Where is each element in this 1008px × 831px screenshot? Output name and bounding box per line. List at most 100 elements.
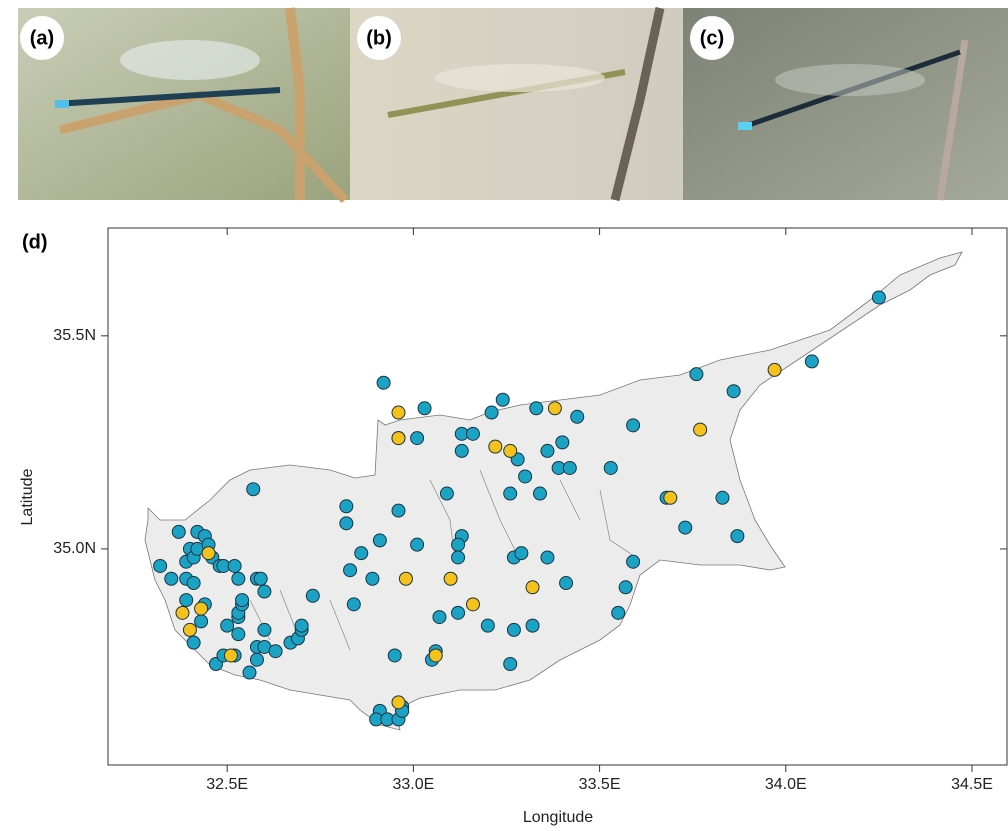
site-point <box>429 649 442 662</box>
site-point <box>344 564 357 577</box>
site-point <box>254 572 267 585</box>
site-point <box>466 427 479 440</box>
site-point <box>373 534 386 547</box>
site-point <box>269 645 282 658</box>
site-point <box>560 577 573 590</box>
page: (a) (b) (c) (d) Longitude Latitude 32.5E… <box>0 0 1008 831</box>
site-point <box>165 572 178 585</box>
site-point <box>694 423 707 436</box>
photo-a <box>18 8 350 200</box>
site-point <box>366 572 379 585</box>
site-point <box>228 559 241 572</box>
site-point <box>679 521 692 534</box>
site-point <box>452 538 465 551</box>
panel-label: (d) <box>22 231 48 253</box>
site-point <box>202 547 215 560</box>
x-tick-label: 33.0E <box>392 776 434 793</box>
site-point <box>504 487 517 500</box>
site-point <box>221 619 234 632</box>
site-point <box>519 470 532 483</box>
site-point <box>485 406 498 419</box>
site-point <box>541 551 554 564</box>
site-point <box>731 530 744 543</box>
site-point <box>295 619 308 632</box>
site-point <box>571 410 584 423</box>
site-point <box>355 547 368 560</box>
site-point <box>872 291 885 304</box>
y-tick-label: 35.0N <box>53 540 96 557</box>
site-point <box>440 487 453 500</box>
site-point <box>530 402 543 415</box>
panel-label: (c) <box>700 27 724 49</box>
site-point <box>563 461 576 474</box>
panel-label: (a) <box>30 27 54 49</box>
site-point <box>187 636 200 649</box>
site-point <box>504 444 517 457</box>
site-point <box>392 432 405 445</box>
site-point <box>258 623 271 636</box>
site-point <box>619 581 632 594</box>
site-point <box>183 623 196 636</box>
site-point <box>496 393 509 406</box>
site-point <box>392 406 405 419</box>
site-point <box>388 649 401 662</box>
panel-label: (b) <box>366 27 392 49</box>
site-point <box>306 589 319 602</box>
site-point <box>180 594 193 607</box>
site-point <box>176 606 189 619</box>
site-point <box>690 368 703 381</box>
site-point <box>455 444 468 457</box>
site-point <box>195 602 208 615</box>
site-point <box>627 419 640 432</box>
site-point <box>768 363 781 376</box>
figure: (a) (b) (c) (d) Longitude Latitude 32.5E… <box>0 0 1008 831</box>
site-point <box>504 657 517 670</box>
site-point <box>411 432 424 445</box>
site-point <box>377 376 390 389</box>
site-point <box>258 585 271 598</box>
site-point <box>250 653 263 666</box>
site-point <box>716 491 729 504</box>
site-point <box>399 572 412 585</box>
site-point <box>232 628 245 641</box>
site-point <box>392 504 405 517</box>
site-point <box>232 572 245 585</box>
site-point <box>612 606 625 619</box>
x-axis-label: Longitude <box>523 809 593 826</box>
x-tick-label: 34.0E <box>765 776 807 793</box>
site-point <box>533 487 546 500</box>
site-point <box>805 355 818 368</box>
site-point <box>452 606 465 619</box>
site-point <box>236 594 249 607</box>
site-point <box>172 525 185 538</box>
site-point <box>347 598 360 611</box>
site-point <box>627 555 640 568</box>
site-point <box>664 491 677 504</box>
site-point <box>411 538 424 551</box>
site-point <box>418 402 431 415</box>
x-tick-label: 32.5E <box>206 776 248 793</box>
site-point <box>154 559 167 572</box>
site-point <box>604 461 617 474</box>
x-tick-label: 34.5E <box>951 776 993 793</box>
site-point <box>433 611 446 624</box>
site-point <box>452 551 465 564</box>
y-axis-label: Latitude <box>19 468 36 525</box>
site-point <box>247 483 260 496</box>
site-point <box>526 619 539 632</box>
site-point <box>392 696 405 709</box>
site-point <box>541 444 554 457</box>
site-point <box>224 649 237 662</box>
site-point <box>515 547 528 560</box>
site-point <box>466 598 479 611</box>
site-point <box>548 402 561 415</box>
site-point <box>489 440 502 453</box>
x-tick-label: 33.5E <box>579 776 621 793</box>
site-point <box>526 581 539 594</box>
site-point <box>444 572 457 585</box>
site-point <box>195 615 208 628</box>
site-point <box>481 619 494 632</box>
y-tick-label: 35.5N <box>53 327 96 344</box>
site-point <box>340 517 353 530</box>
site-point <box>340 500 353 513</box>
